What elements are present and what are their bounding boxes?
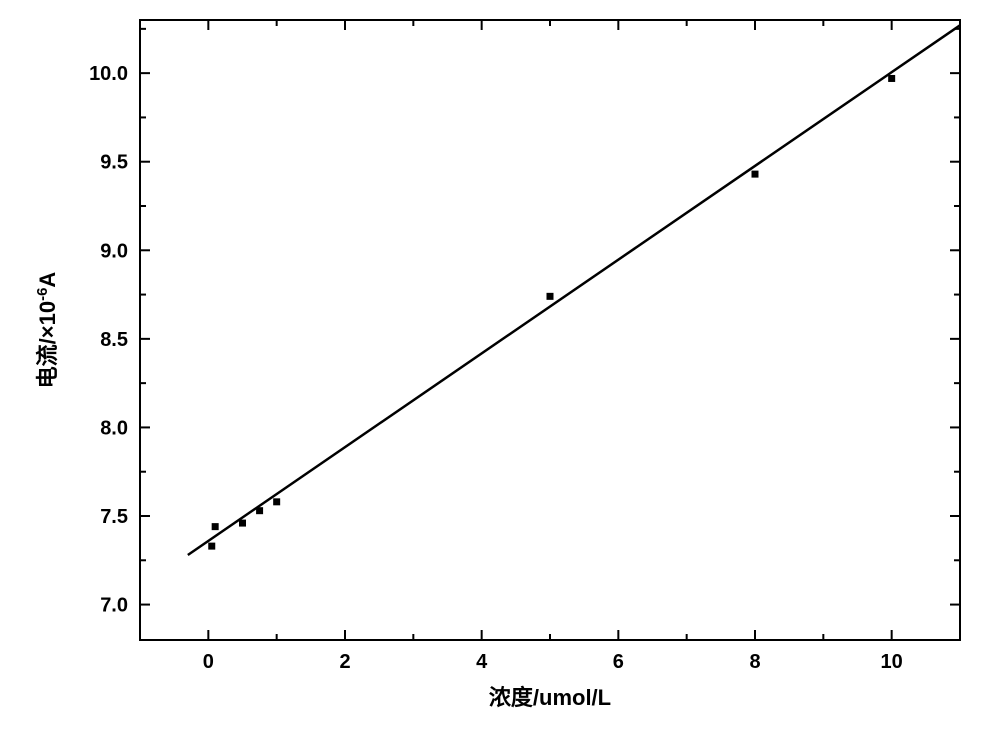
data-point xyxy=(888,75,895,82)
y-tick-label: 8.0 xyxy=(100,417,128,439)
fit-line xyxy=(188,25,960,555)
y-tick-label: 9.0 xyxy=(100,240,128,262)
chart-container: 0 2 4 6 8 10 7.0 7.5 8.0 8.5 9.0 9.5 10.0 浓度/umol/L 电流… xyxy=(0,0,992,736)
data-point xyxy=(212,523,219,530)
x-axis-label: 浓度/umol/L xyxy=(489,685,611,710)
y-tick-label: 7.0 xyxy=(100,595,128,617)
data-point xyxy=(208,543,215,550)
x-tick-label: 10 xyxy=(881,651,903,673)
data-point xyxy=(256,507,263,514)
y-axis-label: 电流/×10-6A xyxy=(34,272,61,389)
plot-frame xyxy=(140,20,960,640)
data-point xyxy=(273,498,280,505)
y-tick-label: 7.5 xyxy=(100,506,128,528)
data-point xyxy=(752,171,759,178)
x-tick-label: 2 xyxy=(339,651,350,673)
y-tick-label: 10.0 xyxy=(89,63,128,85)
x-tick-label: 4 xyxy=(476,651,488,673)
x-tick-label: 0 xyxy=(203,651,214,673)
scatter-chart: 0 2 4 6 8 10 7.0 7.5 8.0 8.5 9.0 9.5 10.0 浓度/umol/L 电流… xyxy=(0,0,992,736)
data-point xyxy=(239,520,246,527)
data-point xyxy=(547,293,554,300)
y-tick-label: 9.5 xyxy=(100,152,128,174)
x-tick-label: 6 xyxy=(613,651,624,673)
x-tick-label: 8 xyxy=(749,651,760,673)
y-tick-label: 8.5 xyxy=(100,329,128,351)
